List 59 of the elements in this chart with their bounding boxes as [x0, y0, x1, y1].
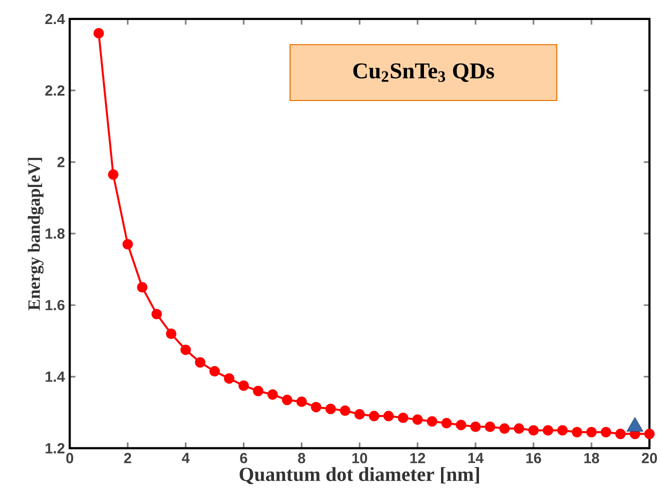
point: [398, 412, 408, 424]
text: Cu$_{2}$SnTe$_{3}$ QDs: [353, 63, 494, 82]
point: [108, 169, 118, 180]
point: [282, 394, 292, 406]
point: [136, 282, 148, 292]
point: [514, 423, 524, 434]
point: [151, 308, 162, 320]
x-tick-label: 16: [526, 452, 542, 464]
point: [252, 386, 264, 396]
point: [296, 396, 307, 407]
x-tick-label: 6: [240, 452, 248, 464]
point: [542, 425, 554, 436]
y-tick-label: 1.4: [46, 372, 65, 382]
point: [557, 425, 568, 436]
point: [572, 426, 582, 438]
point: [209, 366, 220, 377]
point: [310, 402, 322, 412]
x-tick-label: 0: [66, 452, 74, 464]
point: [586, 426, 597, 438]
x-tick-label: 12: [410, 452, 426, 464]
point: [456, 420, 466, 430]
y-axis-title: Energy bandgap[eV]: [28, 158, 44, 310]
point: [499, 423, 510, 434]
point: [600, 426, 612, 438]
x-tick-label: 8: [298, 452, 306, 464]
x-axis-title: Quantum dot diameter [nm]: [240, 467, 479, 484]
point: [528, 425, 539, 436]
x-tick-label: 2: [124, 452, 132, 464]
point: [166, 328, 176, 339]
point: [340, 405, 350, 416]
x-tick-label: 20: [642, 452, 657, 464]
y-tick-label: 2: [57, 156, 64, 168]
point: [368, 410, 380, 422]
point: [470, 422, 481, 432]
point: [93, 28, 104, 38]
y-tick-label: 1.2: [46, 443, 64, 454]
point: [122, 239, 133, 250]
point: [484, 422, 496, 432]
y-tick-label: 2.4: [45, 14, 65, 24]
y-tick-label: 1.6: [46, 300, 65, 310]
point: [267, 389, 278, 400]
x-tick-label: 10: [352, 452, 368, 464]
x-tick-label: 4: [182, 452, 190, 463]
x-tick-label: 14: [468, 452, 484, 463]
point: [224, 373, 234, 384]
y-tick-label: 2.2: [45, 85, 64, 96]
point: [644, 428, 655, 440]
point: [325, 404, 336, 414]
point: [615, 428, 626, 440]
point: [180, 344, 191, 356]
point: [426, 416, 438, 427]
point: [383, 410, 394, 422]
point: [194, 357, 206, 368]
point: [238, 380, 249, 391]
point: [441, 418, 452, 428]
y-tick-label: 1.8: [46, 228, 65, 239]
point: [354, 408, 365, 420]
x-tick-label: 18: [584, 452, 600, 464]
point: [412, 414, 423, 425]
